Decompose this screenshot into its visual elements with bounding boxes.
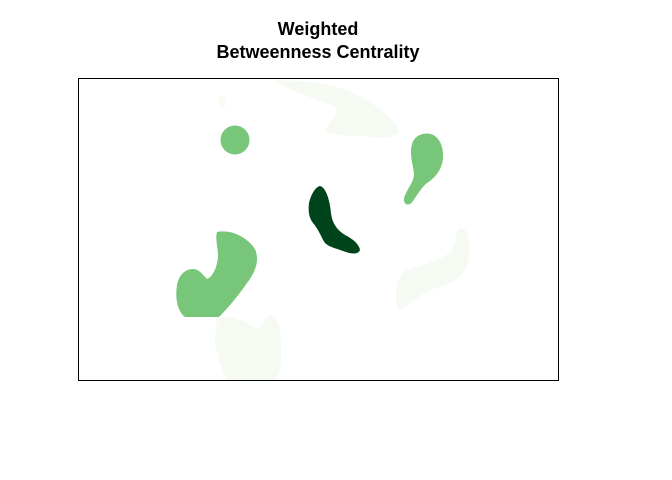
chart-title-line1: Weighted [277,19,359,39]
map-panel [78,78,559,381]
patch-right-drop [403,133,444,205]
patch-top-left-speck [218,95,227,108]
patch-small-circle [220,125,250,155]
map-canvas [176,80,470,380]
patch-left-crescent [176,231,258,317]
patch-bottom-faint [215,315,282,380]
patch-center-dark [308,186,360,254]
patch-top-faint [275,80,399,138]
patch-right-faint [395,228,470,311]
chart-title-line2: Betweenness Centrality [216,42,420,62]
